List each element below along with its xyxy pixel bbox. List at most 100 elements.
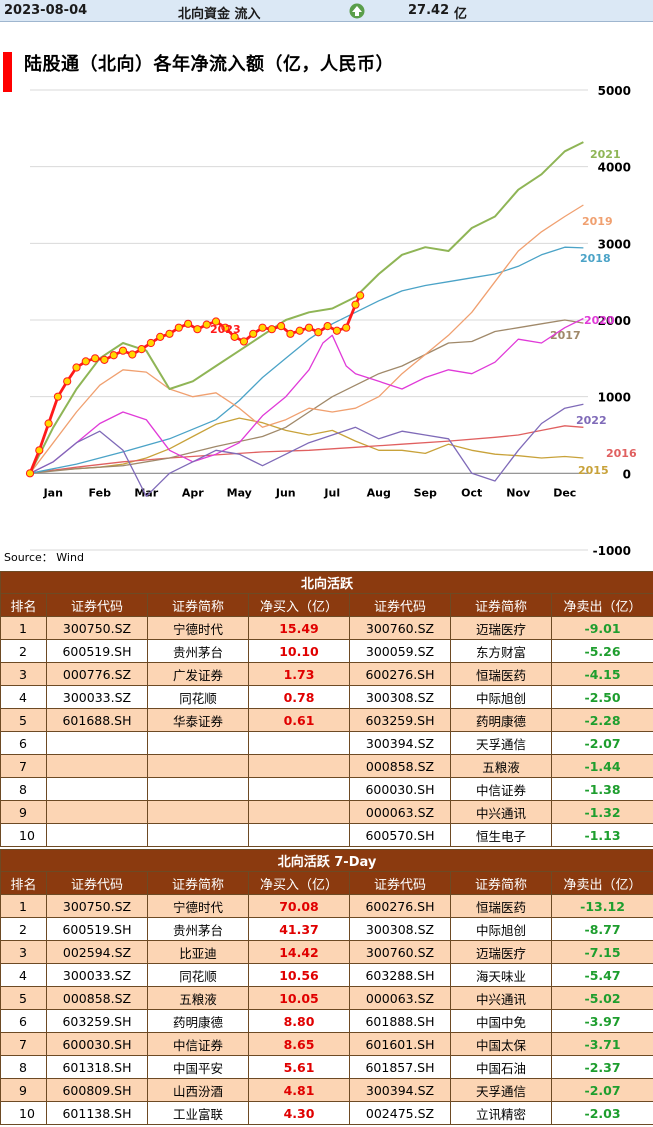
column-header: 证券简称 xyxy=(450,871,552,895)
table-row: 2 600519.SH 贵州茅台 10.10 300059.SZ 东方财富 -5.26 xyxy=(0,639,653,663)
series-point xyxy=(211,317,221,326)
name-cell: 贵州茅台 xyxy=(147,917,249,941)
column-header: 证券代码 xyxy=(349,593,451,617)
name-cell: 华泰证券 xyxy=(147,708,249,732)
name-cell: 药明康德 xyxy=(147,1009,249,1033)
net-sell-cell: -1.44 xyxy=(550,754,653,778)
code-cell xyxy=(46,731,148,755)
net-sell-cell: -3.71 xyxy=(550,1032,653,1056)
name-cell: 贵州茅台 xyxy=(147,639,249,663)
name-cell xyxy=(147,731,249,755)
code-cell: 300394.SZ xyxy=(349,731,451,755)
name-cell: 五粮液 xyxy=(450,754,552,778)
column-header: 排名 xyxy=(0,871,47,895)
chart-title: 陆股通（北向）各年净流入额（亿，人民币） xyxy=(24,54,394,75)
name-cell: 宁德时代 xyxy=(147,616,249,640)
code-cell: 000858.SZ xyxy=(46,986,148,1010)
rank-cell: 9 xyxy=(0,800,47,824)
net-sell-cell: -7.15 xyxy=(550,940,653,964)
x-tick-label: Aug xyxy=(367,486,391,499)
chart-area: 陆股通（北向）各年净流入额（亿，人民币） -1000 0 1000 2000 3000 4… xyxy=(0,22,653,570)
rank-cell: 7 xyxy=(0,754,47,778)
code-cell: 000858.SZ xyxy=(349,754,451,778)
name-cell: 中际旭创 xyxy=(450,685,552,709)
net-sell-cell: -2.03 xyxy=(550,1101,653,1125)
series-point xyxy=(304,323,314,332)
series-label: 2015 xyxy=(578,464,609,477)
table-row: 10 601138.SH 工业富联 4.30 002475.SZ 立讯精密 -2.03 xyxy=(0,1101,653,1125)
name-cell: 同花顺 xyxy=(147,685,249,709)
rank-cell: 7 xyxy=(0,1032,47,1056)
name-cell xyxy=(147,754,249,778)
series-line-2015 xyxy=(29,417,584,474)
series-label: 2019 xyxy=(582,215,613,228)
arrow-up-icon xyxy=(349,3,365,19)
northbound-active-7day-table: 北向活跃 7-Day 排名 证券代码 证券简称 净买入（亿） 证券代码 证券简称 净卖出（亿… xyxy=(0,849,653,1125)
x-tick-label: Nov xyxy=(506,486,531,499)
series-point xyxy=(202,320,211,329)
code-cell: 000776.SZ xyxy=(46,662,148,686)
column-header: 净卖出（亿） xyxy=(550,593,653,617)
net-buy-cell: 10.05 xyxy=(248,986,350,1010)
table-header-row: 排名 证券代码 证券简称 净买入（亿） 证券代码 证券简称 净卖出（亿） xyxy=(0,871,653,895)
net-buy-cell: 14.42 xyxy=(248,940,350,964)
series-point xyxy=(230,332,239,341)
name-cell: 东方财富 xyxy=(450,639,552,663)
code-cell: 300033.SZ xyxy=(46,685,148,709)
name-cell: 五粮液 xyxy=(147,986,249,1010)
net-buy-cell: 70.08 xyxy=(248,894,350,918)
name-cell: 中国平安 xyxy=(147,1055,249,1079)
table-row: 9 600809.SH 山西汾酒 4.81 300394.SZ 天孚通信 -2.07 xyxy=(0,1078,653,1102)
column-header: 证券简称 xyxy=(450,593,552,617)
y-tick-label: 5000 xyxy=(598,84,631,98)
code-cell: 600030.SH xyxy=(349,777,451,801)
name-cell: 恒瑞医药 xyxy=(450,894,552,918)
x-tick-label: Dec xyxy=(553,486,576,499)
code-cell: 002475.SZ xyxy=(349,1101,451,1125)
code-cell: 600030.SH xyxy=(46,1032,148,1056)
net-buy-cell: 4.81 xyxy=(248,1078,350,1102)
series-point xyxy=(25,469,35,478)
code-cell: 300760.SZ xyxy=(349,940,451,964)
net-sell-cell: -2.07 xyxy=(550,731,653,755)
series-point xyxy=(146,338,155,348)
name-cell: 恒生电子 xyxy=(450,823,552,847)
series-point xyxy=(286,329,295,338)
series-point xyxy=(239,337,248,346)
x-tick-label: Jul xyxy=(323,486,340,499)
code-cell: 600276.SH xyxy=(349,662,451,686)
net-buy-cell xyxy=(248,800,350,824)
rank-cell: 10 xyxy=(0,1101,47,1125)
name-cell: 天孚通信 xyxy=(450,1078,552,1102)
net-buy-cell xyxy=(248,823,350,847)
name-cell: 中国石油 xyxy=(450,1055,552,1079)
series-point xyxy=(258,323,267,332)
code-cell: 601318.SH xyxy=(46,1055,148,1079)
name-cell xyxy=(147,800,249,824)
series-point xyxy=(351,300,360,309)
series-line-2021 xyxy=(29,141,584,474)
series-point xyxy=(63,377,72,386)
series-point xyxy=(81,357,90,366)
rank-cell: 6 xyxy=(0,731,47,755)
net-buy-cell: 4.30 xyxy=(248,1101,350,1125)
table-row: 6 603259.SH 药明康德 8.80 601888.SH 中国中免 -3.97 xyxy=(0,1009,653,1033)
name-cell: 中信证券 xyxy=(147,1032,249,1056)
code-cell xyxy=(46,800,148,824)
table-title: 北向活跃 7-Day xyxy=(0,849,653,872)
code-cell: 300033.SZ xyxy=(46,963,148,987)
name-cell: 中信证券 xyxy=(450,777,552,801)
net-buy-cell: 10.56 xyxy=(248,963,350,987)
code-cell: 000063.SZ xyxy=(349,986,451,1010)
code-cell: 300750.SZ xyxy=(46,616,148,640)
table-row: 7 600030.SH 中信证券 8.65 601601.SH 中国太保 -3.71 xyxy=(0,1032,653,1056)
code-cell: 603288.SH xyxy=(349,963,451,987)
rank-cell: 2 xyxy=(0,639,47,663)
net-sell-cell: -5.47 xyxy=(550,963,653,987)
series-point xyxy=(44,419,53,428)
name-cell: 同花顺 xyxy=(147,963,249,987)
column-header: 净买入（亿） xyxy=(248,593,350,617)
series-point xyxy=(156,332,165,341)
net-buy-cell: 8.65 xyxy=(248,1032,350,1056)
